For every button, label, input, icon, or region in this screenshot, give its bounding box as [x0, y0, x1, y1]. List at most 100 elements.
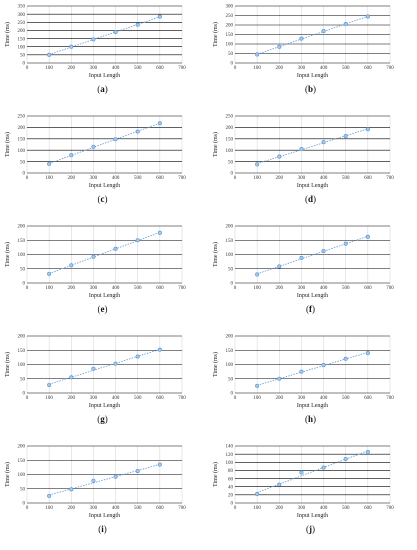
x-tick-label: 500 [134, 396, 142, 401]
y-tick-label: 50 [20, 487, 26, 492]
panel-label: (e) [98, 304, 108, 314]
x-tick-label: 500 [134, 176, 142, 181]
data-point [277, 482, 282, 487]
trendline [257, 352, 368, 386]
data-point [365, 127, 370, 132]
y-tick-label: 50 [20, 54, 26, 59]
y-tick-label: 200 [226, 126, 234, 131]
data-point [299, 470, 304, 475]
y-tick-label: 0 [231, 62, 234, 67]
y-tick-label: 50 [228, 52, 234, 57]
chart-panel-g: 0 50 100 150 200 0 100 200 300 400 500 600 700 Input … [4, 335, 186, 424]
x-tick-label: 100 [45, 66, 53, 71]
x-tick-label: 600 [156, 66, 164, 71]
y-tick-label: 0 [23, 172, 26, 177]
x-tick-label: 300 [298, 176, 306, 181]
y-tick-label: 250 [226, 14, 234, 19]
x-tick-label: 0 [234, 506, 237, 511]
x-tick-label: 700 [178, 286, 186, 291]
panel-label: (j) [306, 524, 315, 534]
y-tick-label: 100 [18, 363, 26, 368]
x-tick-label: 500 [342, 286, 350, 291]
data-point [91, 366, 96, 371]
panel-label: (g) [97, 414, 108, 424]
panel-label: (b) [305, 84, 316, 94]
data-point [299, 147, 304, 152]
data-point [343, 134, 348, 139]
y-tick-label: 300 [226, 5, 234, 10]
y-tick-label: 150 [18, 138, 26, 143]
chart-panel-d: 0 50 100 150 200 250 0 100 200 300 400 500 600 700 Inp… [212, 115, 394, 204]
x-tick-label: 700 [386, 176, 394, 181]
x-tick-label: 100 [253, 506, 261, 511]
x-tick-label: 600 [364, 66, 372, 71]
chart-panel-f: 0 50 100 150 200 0 100 200 300 400 500 600 700 Input … [212, 225, 394, 314]
x-tick-label: 400 [320, 506, 328, 511]
x-tick-label: 500 [134, 286, 142, 291]
trendline [257, 15, 368, 55]
data-point [69, 153, 74, 158]
y-tick-label: 20 [228, 494, 234, 499]
y-tick-label: 100 [18, 253, 26, 258]
data-point [255, 52, 260, 57]
y-tick-label: 0 [23, 282, 26, 287]
data-point [47, 52, 52, 57]
chart-panel-c: 0 50 100 150 200 250 0 100 200 300 400 500 600 700 Inp… [4, 115, 186, 204]
x-tick-label: 200 [276, 66, 284, 71]
x-tick-label: 300 [298, 286, 306, 291]
data-point [343, 356, 348, 361]
x-tick-label: 500 [342, 396, 350, 401]
x-tick-label: 0 [26, 506, 29, 511]
x-tick-label: 600 [156, 506, 164, 511]
x-tick-label: 100 [45, 396, 53, 401]
x-tick-label: 100 [253, 286, 261, 291]
x-axis-label: Input Length [89, 293, 120, 299]
x-tick-label: 300 [90, 286, 98, 291]
y-tick-label: 150 [226, 239, 234, 244]
chart-panel-j: 0 20 40 60 80 100 120 140 0 100 200 300 400 500 600 700… [212, 445, 394, 534]
x-tick-label: 0 [26, 66, 29, 71]
data-point [69, 375, 74, 380]
x-tick-label: 400 [320, 66, 328, 71]
y-tick-label: 100 [226, 363, 234, 368]
data-point [321, 363, 326, 368]
y-tick-label: 0 [23, 392, 26, 397]
data-point [69, 263, 74, 268]
data-point [299, 36, 304, 41]
x-tick-label: 200 [68, 66, 76, 71]
y-tick-label: 50 [20, 160, 26, 165]
x-tick-label: 600 [364, 396, 372, 401]
x-tick-label: 500 [134, 66, 142, 71]
x-tick-label: 200 [276, 176, 284, 181]
data-point [365, 351, 370, 356]
y-tick-label: 150 [18, 37, 26, 42]
x-tick-label: 200 [68, 396, 76, 401]
y-tick-label: 100 [226, 149, 234, 154]
y-tick-label: 0 [23, 62, 26, 67]
data-point [277, 376, 282, 381]
trendline [49, 232, 160, 274]
data-point [299, 255, 304, 260]
trendline [257, 235, 368, 275]
chart-panel-b: 0 50 100 150 200 250 300 0 100 200 300 400 500 600 700… [212, 5, 394, 94]
y-tick-label: 40 [228, 485, 234, 490]
y-tick-label: 50 [228, 160, 234, 165]
y-tick-label: 150 [18, 459, 26, 464]
y-tick-label: 100 [18, 473, 26, 478]
x-axis-label: Input Length [297, 293, 328, 299]
y-tick-label: 250 [18, 21, 26, 26]
x-tick-label: 300 [90, 396, 98, 401]
y-axis-label: Time (ms) [212, 132, 219, 157]
x-tick-label: 700 [178, 66, 186, 71]
chart-panel-e: 0 50 100 150 200 0 100 200 300 400 500 600 700 Input … [4, 225, 186, 314]
x-tick-label: 200 [68, 506, 76, 511]
y-tick-label: 150 [226, 33, 234, 38]
data-point [157, 14, 162, 19]
x-tick-label: 700 [386, 286, 394, 291]
y-axis-label: Time (ms) [212, 242, 219, 267]
x-tick-label: 400 [320, 396, 328, 401]
panel-label: (a) [97, 84, 108, 94]
y-tick-label: 0 [231, 502, 234, 507]
data-point [91, 144, 96, 149]
x-tick-label: 700 [178, 176, 186, 181]
